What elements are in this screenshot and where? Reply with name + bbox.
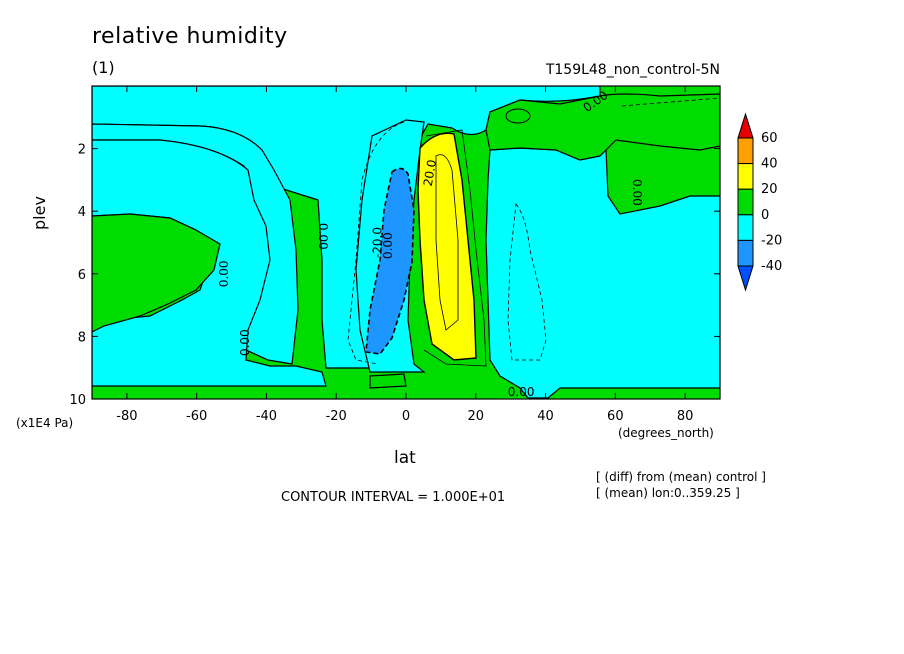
y-tick-label: 4 — [78, 205, 86, 220]
colorbar-label: -20 — [761, 233, 782, 248]
plot-area — [92, 86, 720, 399]
x-tick-label: -20 — [326, 409, 347, 424]
x-tick-label: -80 — [116, 409, 137, 424]
x-tick-label: 80 — [677, 409, 694, 424]
note-diff: [ (diff) from (mean) control ] — [596, 470, 766, 484]
contour-label: 0.00 — [630, 179, 644, 206]
contour-thin-inner — [435, 154, 459, 331]
y-tick-label: 6 — [78, 268, 86, 283]
contour-label: 0.00 — [316, 223, 330, 250]
x-tick-label: -60 — [186, 409, 207, 424]
x-tick-label: 20 — [468, 409, 485, 424]
region-upper-dry-oval — [505, 108, 531, 124]
colorbar: 60 40 20 0 -20 -40 — [737, 112, 782, 292]
contour-thin-outer — [423, 129, 487, 367]
contour-label: 0.00 — [381, 232, 395, 259]
x-tick-label: -40 — [256, 409, 277, 424]
colorbar-label: 20 — [761, 182, 778, 197]
y-tick-label: 8 — [78, 330, 86, 345]
contour-interval-text: CONTOUR INTERVAL = 1.000E+01 — [281, 490, 506, 505]
contour-label: -20.0 — [371, 227, 385, 258]
colorbar-segment — [737, 188, 754, 216]
contour-dashed-north — [507, 203, 547, 361]
colorbar-label: 40 — [761, 157, 778, 172]
contour-label: 0.00 — [238, 329, 252, 356]
colorbar-segment — [737, 239, 754, 267]
colorbar-label: 60 — [761, 131, 778, 146]
chart-subtitle: (1) — [92, 58, 115, 77]
contour-dashed-south — [347, 121, 405, 365]
x-axis-label: lat — [394, 448, 416, 468]
x-tick-label: 40 — [537, 409, 554, 424]
axis-ticks: -80 -60 -40 -20 0 20 40 60 80 2 4 6 8 10 — [69, 86, 720, 424]
contour-label: 0.00 — [217, 260, 231, 287]
y-tick-label: 2 — [78, 143, 86, 158]
run-label: T159L48_non_control-5N — [545, 62, 720, 78]
region-left-midlat-moist — [92, 213, 221, 333]
colorbar-segment — [737, 137, 754, 165]
contour-dashed-pole — [621, 97, 720, 107]
chart-title: relative humidity — [92, 24, 288, 49]
region-south-tropics-strong-dry — [365, 167, 415, 355]
region-north-pole-moist — [485, 93, 720, 161]
x-tick-label: 0 — [402, 409, 410, 424]
region-north-tropics-moist — [417, 132, 477, 361]
region-equatorial-surface-moist — [369, 373, 407, 389]
colorbar-label: -40 — [761, 259, 782, 274]
x-axis-unit: (degrees_north) — [618, 426, 714, 440]
colorbar-segment — [737, 163, 754, 190]
colorbar-top-arrow — [737, 112, 754, 139]
y-axis-unit: (x1E4 Pa) — [16, 416, 74, 430]
y-tick-label: 10 — [69, 393, 86, 408]
contour-label: 0.00 — [508, 385, 535, 399]
x-tick-label: 60 — [607, 409, 624, 424]
colorbar-bottom-arrow — [737, 265, 754, 292]
colorbar-label: 0 — [761, 208, 769, 223]
note-mean: [ (mean) lon:0..359.25 ] — [596, 486, 740, 500]
colorbar-segment — [737, 214, 754, 241]
contour-label: 20.0 — [421, 159, 439, 188]
